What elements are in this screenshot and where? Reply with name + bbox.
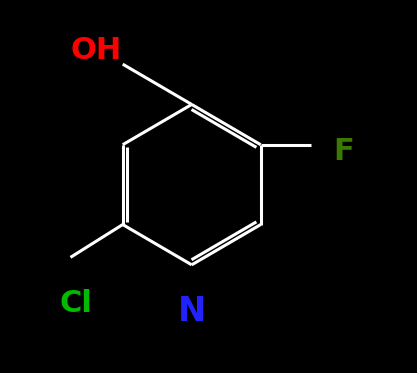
Text: OH: OH [70, 36, 122, 65]
Text: F: F [334, 137, 354, 166]
Text: Cl: Cl [59, 289, 92, 319]
Text: N: N [178, 295, 206, 328]
